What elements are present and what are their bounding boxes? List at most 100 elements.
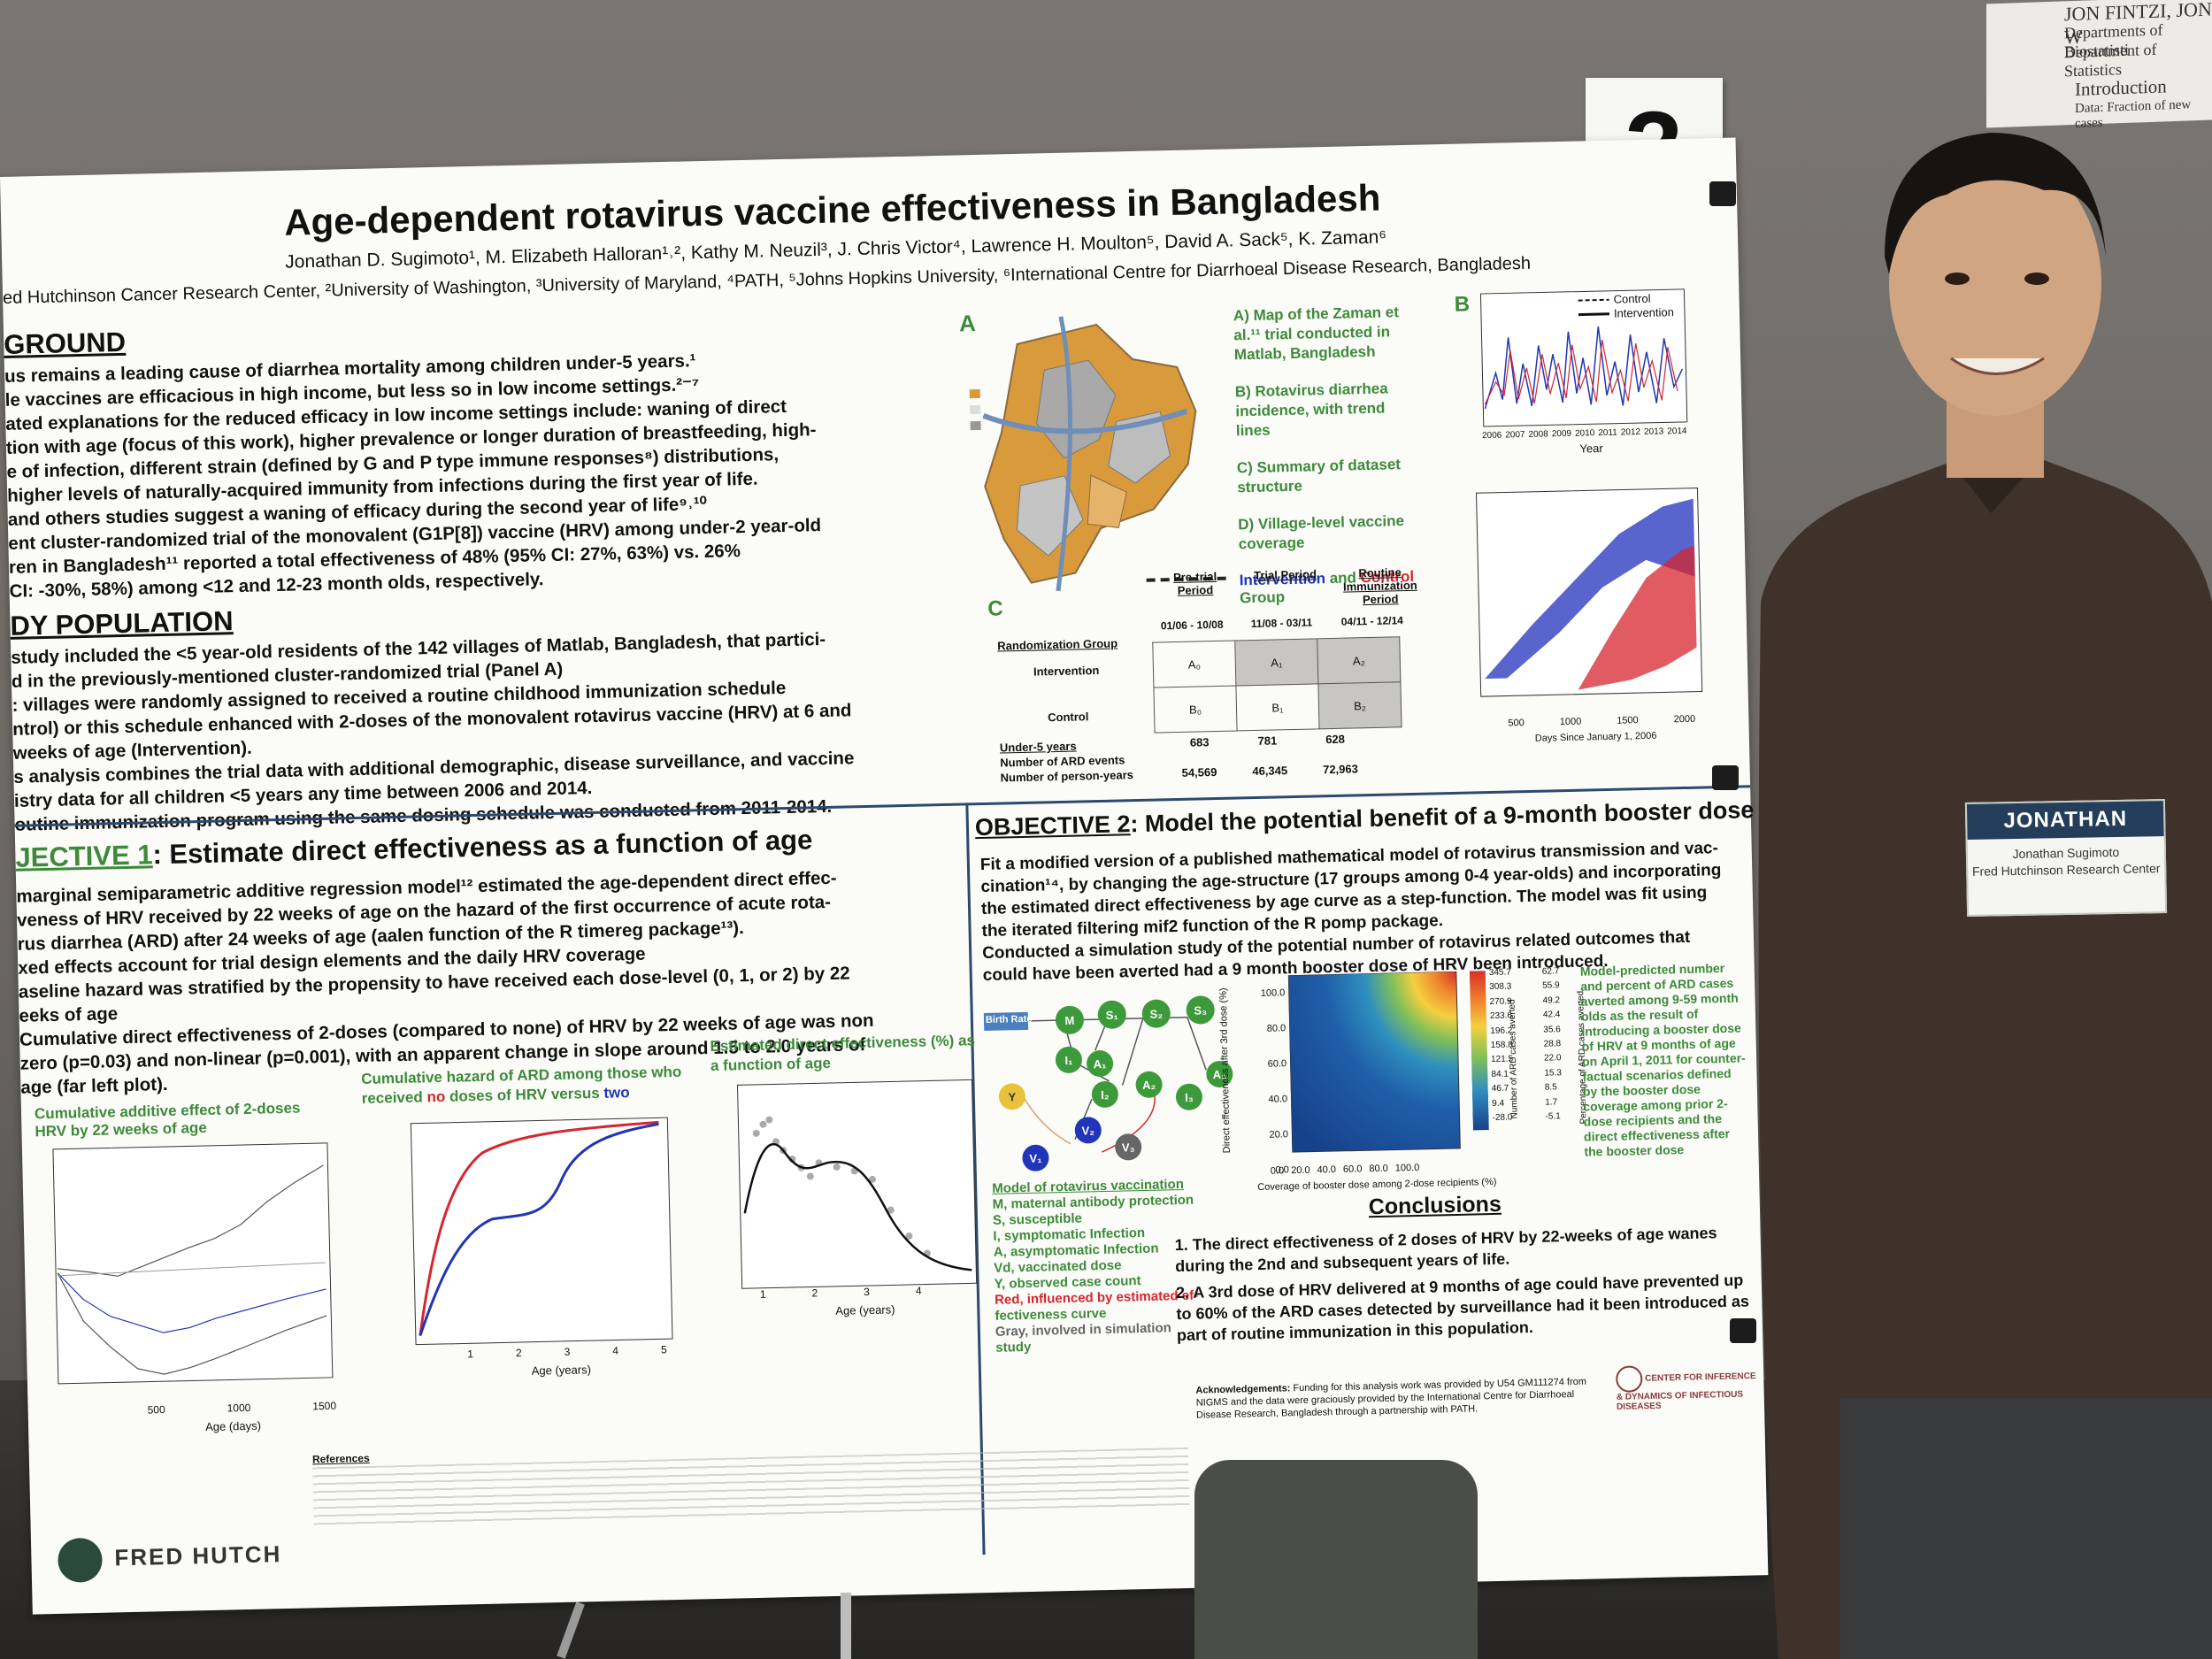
plot1-title: Cumulative additive effect of 2-doses HR… (34, 1099, 301, 1141)
right-poster-section: Introduction (2075, 75, 2167, 100)
node-a1: A₁ (1094, 1057, 1107, 1071)
row-control: Control (1047, 710, 1089, 725)
birth-rate-label: Birth Rate (985, 1013, 1033, 1025)
xtick: 2009 (1551, 428, 1572, 440)
scale-value: 49.2 (1542, 995, 1561, 1006)
scale-value: 15.3 (1544, 1068, 1563, 1079)
cidid-logo-icon (1615, 1365, 1643, 1393)
fred-hutch-logo-text: FRED HUTCH (114, 1540, 282, 1571)
node-a3: A₃ (1212, 1068, 1226, 1081)
scale-value: 22.0 (1543, 1053, 1562, 1064)
panel-d-xlabel: Days Since January 1, 2006 (1534, 730, 1657, 744)
binder-clip (1712, 765, 1739, 790)
summary-value: 683 (1189, 735, 1210, 749)
conclusion-item: 1. The direct effectiveness of 2 doses o… (1174, 1224, 1717, 1276)
xtick: 2007 (1505, 429, 1525, 441)
ytick: 60.0 (1267, 1058, 1287, 1070)
plot3-xlabel: Age (years) (835, 1302, 895, 1317)
scale-right-values: 62.7 55.9 49.2 42.4 35.6 28.8 22.0 15.3 … (1542, 964, 1563, 1125)
background-heading: GROUND (3, 326, 127, 360)
summary-value: 72,963 (1322, 762, 1359, 777)
xtick: 2012 (1620, 427, 1641, 438)
scale-value: 35.6 (1543, 1024, 1561, 1035)
xtick: 2013 (1643, 426, 1664, 437)
panel-captions: A) Map of the Zaman et al.¹¹ trial condu… (1233, 303, 1417, 607)
node-v3: V₃ (1122, 1141, 1135, 1154)
study-population-text: study included the <5 year-old residents… (11, 625, 962, 837)
ytick: 40.0 (1268, 1094, 1288, 1105)
node-s3: S₃ (1194, 1003, 1207, 1017)
node-y: Y (1008, 1090, 1016, 1103)
heatmap-side-note: Model-predicted number and percent of AR… (1579, 961, 1746, 1159)
panel-c-caption: C) Summary of dataset structure (1236, 456, 1402, 496)
summary-value: 781 (1257, 733, 1278, 748)
xtick: 2011 (1598, 427, 1617, 439)
scale-value: -5.1 (1545, 1111, 1561, 1122)
fred-hutch-logo-icon (57, 1537, 104, 1583)
xtick: 500 (1508, 718, 1525, 729)
xtick: 2010 (1574, 428, 1595, 439)
xtick: 2008 (1528, 429, 1548, 440)
xtick: 4 (915, 1284, 922, 1297)
xtick: 60.0 (1342, 1164, 1363, 1175)
panel-b-xlabel: Year (1579, 441, 1603, 456)
xtick: 2006 (1481, 430, 1502, 442)
objective2-title: : Model the potential benefit of a 9-mon… (1130, 796, 1755, 838)
cumulative-effect-plot (52, 1142, 334, 1385)
panel-c-dates: 01/06 - 10/08 11/08 - 03/11 04/11 - 12/1… (1161, 614, 1421, 632)
background-text: us remains a leading cause of diarrhea m… (4, 343, 956, 603)
heatmap-yticks: 100.0 80.0 60.0 40.0 20.0 0.0 (1253, 975, 1289, 1188)
xtick: 5 (660, 1343, 667, 1356)
xtick: 4 (612, 1344, 619, 1357)
heatmap-xticks: 0.0 20.0 40.0 60.0 80.0 100.0 (1271, 1163, 1420, 1177)
conclusions-list: 1. The direct effectiveness of 2 doses o… (1174, 1221, 1752, 1346)
acknowledgements-label: Acknowledgements: (1195, 1383, 1291, 1396)
row-intervention: Intervention (1033, 663, 1100, 679)
plot1-xlabel: Age (days) (204, 1418, 262, 1434)
badge-organization: Fred Hutchinson Research Center (1971, 861, 2161, 879)
node-i3: I₃ (1185, 1091, 1194, 1104)
node-i1: I₁ (1064, 1054, 1072, 1067)
research-poster: Age-dependent rotavirus vaccine effectiv… (0, 137, 1769, 1615)
xtick: 1 (467, 1348, 474, 1361)
xtick: 2000 (1673, 713, 1696, 726)
node-v2: V₂ (1081, 1124, 1094, 1137)
ytick: 80.0 (1266, 1023, 1286, 1034)
xtick: 1000 (227, 1401, 251, 1415)
period-header: Trial Period (1254, 567, 1317, 582)
cell-a0: A₀ (1152, 640, 1236, 688)
cell-b1: B₁ (1235, 683, 1320, 731)
plot2-xlabel: Age (years) (531, 1363, 592, 1378)
presenter (1758, 133, 2212, 1659)
xtick: 1 (759, 1287, 766, 1301)
scale-value: 345.7 (1488, 967, 1511, 979)
scale-value: 308.3 (1489, 981, 1512, 993)
objective2-heading: OBJECTIVE 2: Model the potential benefit… (975, 796, 1755, 841)
right-poster-dept2: Department of Statistics (2064, 40, 2157, 81)
period-header: Pre-trial Period (1172, 569, 1217, 597)
xtick: 100.0 (1394, 1162, 1420, 1174)
summary-value: 54,569 (1181, 764, 1217, 780)
cell-a1: A₁ (1234, 638, 1318, 686)
xtick: 2 (515, 1346, 522, 1360)
xtick: 1000 (1559, 716, 1582, 728)
plot2-title: Cumulative hazard of ARD among those who… (361, 1063, 689, 1109)
xtick: 3 (864, 1286, 871, 1299)
xtick: 2 (811, 1286, 818, 1300)
scale-left-label: Number of ARD cases averted (1507, 999, 1520, 1119)
node-v1: V₁ (1029, 1152, 1041, 1165)
references-list (312, 1447, 1190, 1530)
panel-d-caption: D) Village-level vaccine coverage (1238, 512, 1405, 553)
booster-heatmap (1287, 971, 1461, 1153)
summary-value: 628 (1325, 732, 1346, 747)
badge-details: Jonathan Sugimoto Fred Hutchinson Resear… (1968, 843, 2165, 880)
cell-b2: B₂ (1317, 681, 1402, 729)
ytick: 20.0 (1269, 1129, 1289, 1141)
scale-value: 28.8 (1543, 1039, 1562, 1049)
incidence-time-series (1479, 288, 1688, 427)
easel-leg (841, 1593, 851, 1659)
acknowledgements: Acknowledgements: Funding for this analy… (1195, 1375, 1612, 1422)
objective2-prefix: OBJECTIVE 2 (974, 810, 1131, 841)
cumulative-hazard-plot (410, 1117, 673, 1346)
xtick: 40.0 (1317, 1164, 1337, 1176)
